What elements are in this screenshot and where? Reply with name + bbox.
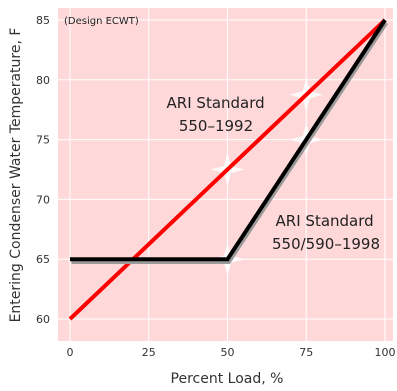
annotation-ari-1998: ARI Standard 550/590–1998 [272, 212, 380, 253]
series-line-0 [68, 18, 387, 321]
x-tick-label-100: 100 [375, 346, 396, 359]
y-tick-label-70: 70 [36, 193, 50, 206]
y-tick-label-80: 80 [36, 74, 50, 87]
x-tick-label-0: 0 [67, 346, 74, 359]
x-tick-label-50: 50 [221, 346, 235, 359]
series-line-1 [70, 18, 387, 262]
x-tick-label-25: 25 [142, 346, 156, 359]
y-tick-label-65: 65 [36, 253, 50, 266]
series-shadow-1 [71, 22, 388, 264]
series-lines [68, 18, 388, 321]
y-axis-label: Entering Condenser Water Temperature, F [8, 28, 24, 323]
annotation-ari-1998-line2: 550/590–1998 [272, 235, 380, 253]
x-tick-labels: 0 25 50 75 100 [67, 346, 396, 359]
y-tick-label-75: 75 [36, 134, 50, 147]
y-tick-labels: 60 65 70 75 80 85 [36, 14, 50, 326]
y-tick-label-85: 85 [36, 14, 50, 27]
y-tick-label-60: 60 [36, 313, 50, 326]
annotation-ari-1998-line1: ARI Standard [276, 212, 374, 230]
design-note: (Design ECWT) [64, 16, 139, 27]
x-tick-label-75: 75 [299, 346, 313, 359]
annotation-ari-1992-line1: ARI Standard [167, 94, 265, 112]
annotation-ari-1992-line2: 550–1992 [179, 117, 253, 135]
annotation-ari-1992: ARI Standard 550–1992 [167, 94, 270, 135]
x-axis-label: Percent Load, % [171, 371, 284, 387]
